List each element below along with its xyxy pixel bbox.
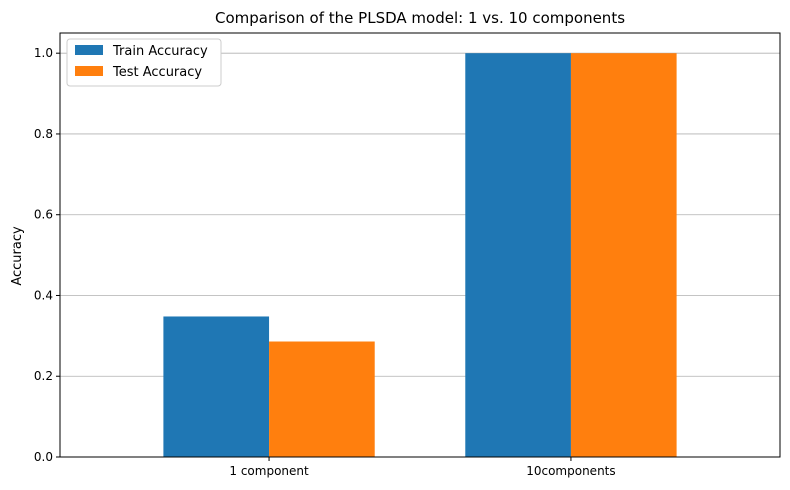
- y-tick-label: 0.6: [34, 208, 53, 222]
- bar-train-0: [163, 316, 270, 457]
- legend-swatch-train: [75, 45, 103, 55]
- y-axis-label: Accuracy: [10, 226, 25, 286]
- y-axis-ticks: 0.0 0.2 0.4 0.6 0.8 1.0: [34, 46, 60, 464]
- legend-label-test: Test Accuracy: [112, 65, 202, 80]
- plot-frame: [59, 32, 781, 458]
- chart-title: Comparison of the PLSDA model: 1 vs. 10 …: [215, 9, 625, 27]
- bar-test-0: [269, 341, 375, 457]
- x-tick-label: 10components: [526, 464, 615, 478]
- y-tick-label: 1.0: [34, 46, 53, 60]
- bar-test-1: [570, 53, 677, 457]
- y-tick-label: 0.0: [34, 450, 53, 464]
- bars: [163, 53, 677, 457]
- y-tick-label: 0.2: [34, 369, 53, 383]
- legend: Train Accuracy Test Accuracy: [66, 38, 222, 87]
- y-tick-label: 0.4: [34, 288, 53, 302]
- legend-swatch-test: [75, 66, 103, 76]
- x-tick-label: 1 component: [229, 464, 309, 478]
- y-tick-label: 0.8: [34, 127, 53, 141]
- bar-train-1: [465, 53, 571, 457]
- legend-box: [66, 38, 222, 87]
- legend-label-train: Train Accuracy: [112, 44, 208, 59]
- x-axis-ticks: 1 component 10components: [229, 457, 616, 478]
